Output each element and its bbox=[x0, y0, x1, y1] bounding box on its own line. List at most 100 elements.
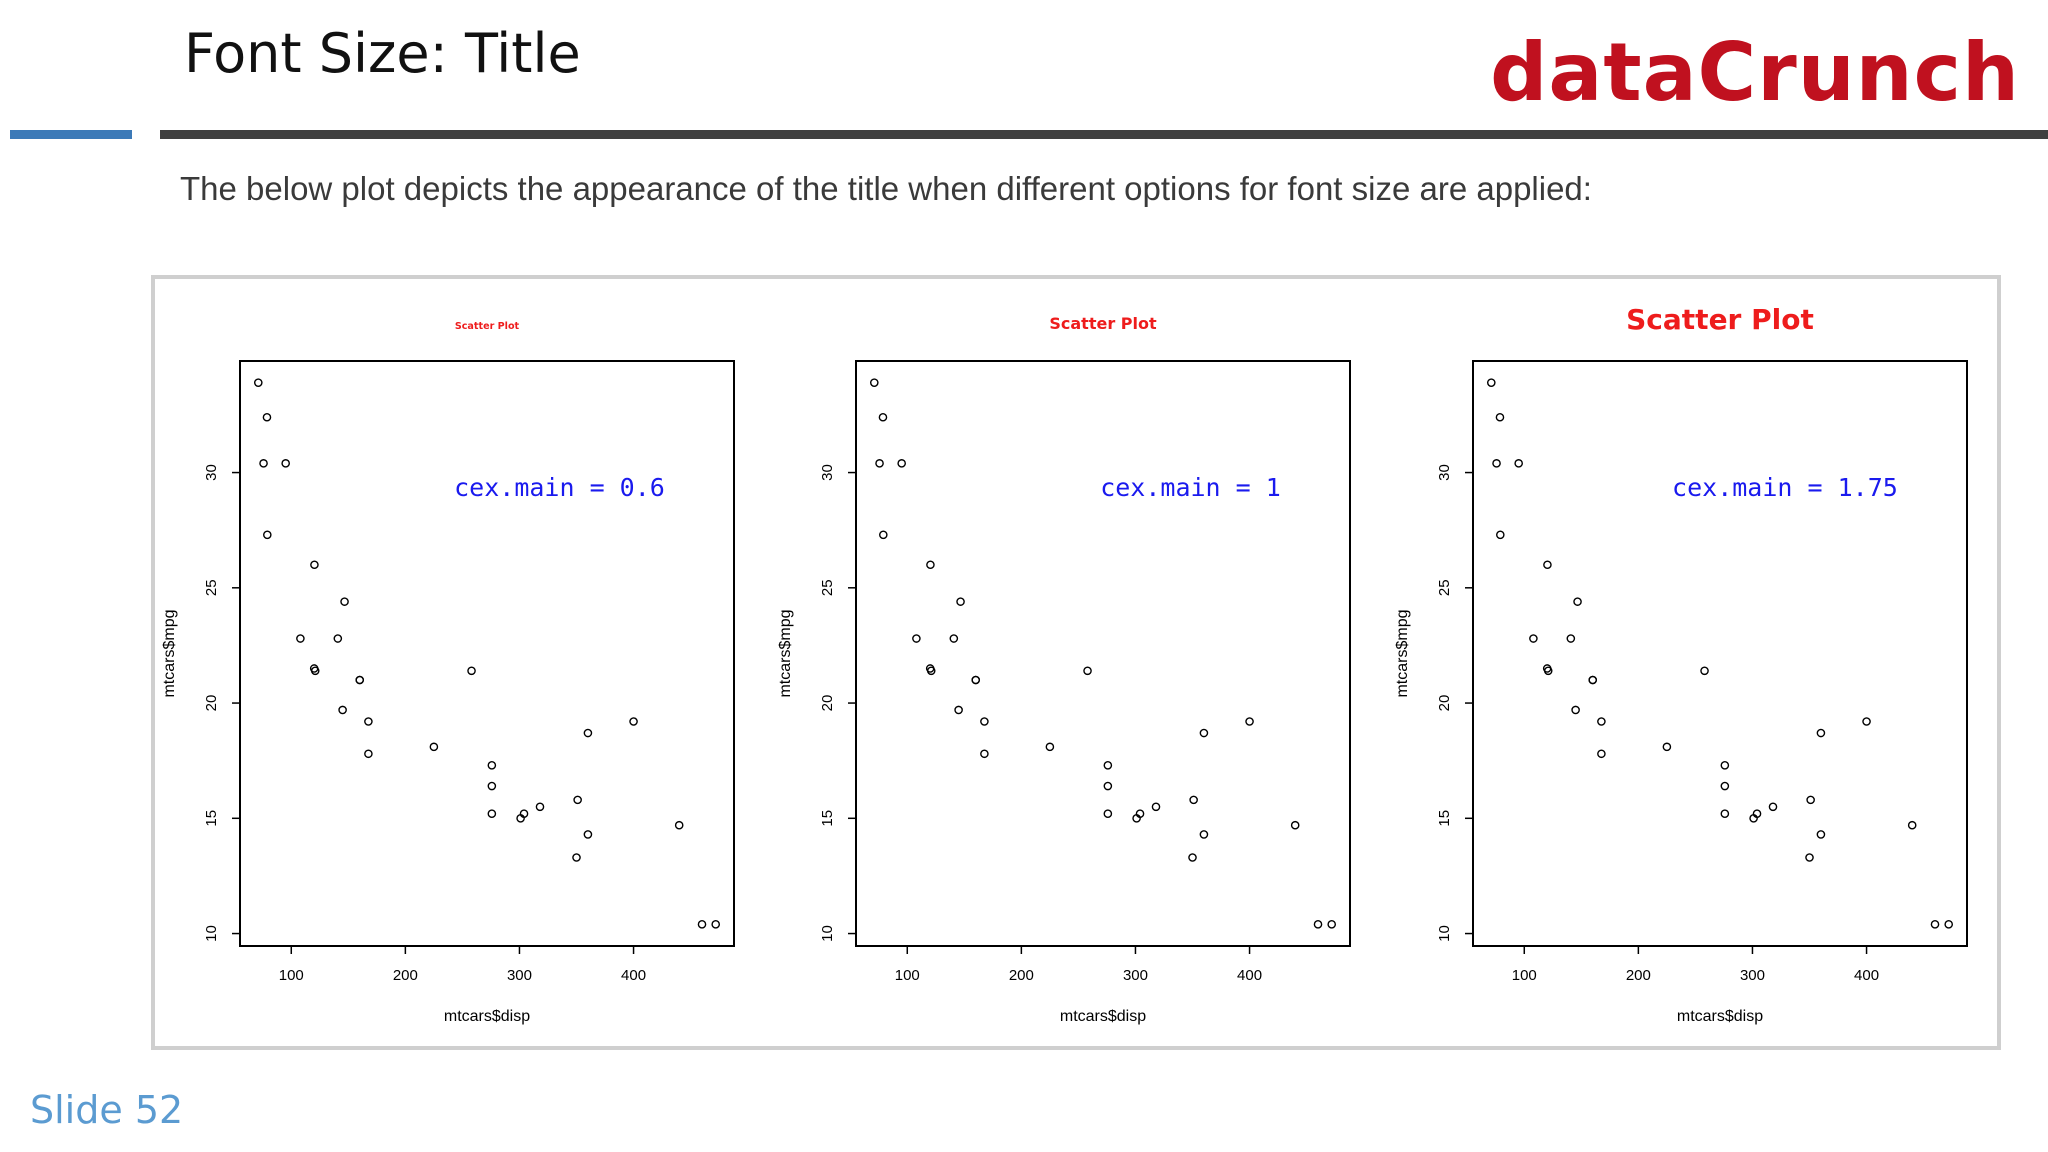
cex-annotation: cex.main = 1 bbox=[1100, 473, 1281, 502]
x-tick-label: 100 bbox=[895, 967, 920, 984]
data-point bbox=[1132, 814, 1141, 823]
data-point bbox=[1907, 820, 1917, 830]
cex-annotation: cex.main = 1.75 bbox=[1672, 473, 1898, 502]
scatter-plot-panel: Scatter Plot cex.main = 1 100 200 300 400 10 15… bbox=[777, 314, 1351, 1025]
data-point bbox=[875, 459, 884, 468]
data-point bbox=[1496, 530, 1505, 540]
data-point bbox=[281, 459, 290, 468]
x-tick-label: 100 bbox=[1512, 967, 1537, 984]
data-point bbox=[878, 412, 888, 422]
x-tick-label: 300 bbox=[507, 967, 532, 984]
data-point bbox=[1189, 795, 1198, 805]
data-point bbox=[310, 560, 319, 570]
data-point bbox=[296, 634, 305, 643]
data-point bbox=[1045, 742, 1055, 752]
data-point bbox=[879, 530, 888, 540]
data-point bbox=[338, 705, 347, 715]
data-point bbox=[1720, 760, 1730, 770]
data-point bbox=[310, 666, 320, 676]
data-point bbox=[1597, 717, 1606, 726]
y-tick-label: 30 bbox=[1436, 464, 1453, 481]
x-tick-label: 200 bbox=[1626, 967, 1651, 984]
data-point bbox=[1768, 802, 1778, 812]
scatter-plot-figure: Scatter Plot cex.main = 0.6 100 200 300 400 10… bbox=[151, 275, 2001, 1050]
data-point bbox=[364, 749, 373, 759]
data-point bbox=[956, 597, 965, 606]
data-point bbox=[1083, 666, 1092, 676]
data-point bbox=[1662, 742, 1672, 752]
data-point bbox=[926, 666, 936, 676]
data-point bbox=[1588, 675, 1598, 685]
datacrunch-logo: dataCrunch bbox=[1490, 26, 2020, 119]
header-rule bbox=[160, 130, 2048, 139]
x-tick-label: 400 bbox=[1237, 967, 1262, 984]
data-point bbox=[1543, 666, 1553, 676]
y-tick-label: 10 bbox=[819, 925, 836, 942]
data-point bbox=[869, 378, 879, 387]
data-point bbox=[1806, 795, 1815, 805]
intro-text: The below plot depicts the appearance of… bbox=[180, 170, 1592, 207]
accent-rule bbox=[10, 130, 132, 139]
data-point bbox=[1597, 749, 1606, 759]
plot-box bbox=[239, 360, 735, 947]
data-point bbox=[1103, 760, 1113, 770]
y-axis-label: mtcars$mpg bbox=[777, 609, 794, 697]
plot-title: Scatter Plot bbox=[1049, 314, 1157, 333]
y-axis-label: mtcars$mpg bbox=[1394, 609, 1411, 697]
x-tick-label: 300 bbox=[1123, 967, 1148, 984]
y-tick-label: 20 bbox=[203, 695, 220, 712]
data-point bbox=[1199, 830, 1209, 839]
data-point bbox=[1571, 705, 1580, 715]
plot-title: Scatter Plot bbox=[455, 321, 520, 332]
data-point bbox=[1543, 560, 1552, 570]
data-point bbox=[1720, 809, 1730, 818]
data-point bbox=[262, 412, 272, 422]
y-tick-label: 20 bbox=[1436, 695, 1453, 712]
slide-title: Font Size: Title bbox=[184, 22, 581, 85]
data-point bbox=[1245, 717, 1254, 726]
data-point bbox=[333, 634, 343, 643]
scatter-plot-panel: Scatter Plot cex.main = 1.75 100 200 300 400 1… bbox=[1394, 303, 1968, 1025]
data-point bbox=[1816, 728, 1826, 738]
y-tick-label: 20 bbox=[819, 695, 836, 712]
y-tick-label: 10 bbox=[1436, 925, 1453, 942]
plot-box bbox=[855, 360, 1351, 947]
data-point bbox=[674, 820, 684, 830]
data-point bbox=[467, 666, 476, 676]
x-tick-label: 300 bbox=[1740, 967, 1765, 984]
data-point bbox=[583, 728, 593, 738]
data-point bbox=[1514, 459, 1523, 468]
data-point bbox=[572, 853, 581, 862]
y-tick-label: 15 bbox=[1436, 810, 1453, 827]
data-point bbox=[1313, 920, 1323, 929]
data-point bbox=[1199, 728, 1209, 738]
data-point bbox=[1103, 809, 1113, 818]
data-point bbox=[487, 809, 497, 818]
x-tick-label: 400 bbox=[621, 967, 646, 984]
data-point bbox=[263, 530, 272, 540]
data-point bbox=[971, 675, 981, 685]
data-point bbox=[535, 802, 545, 812]
data-point bbox=[1573, 597, 1582, 606]
data-point bbox=[926, 560, 935, 570]
data-point bbox=[1529, 634, 1538, 643]
data-point bbox=[1103, 781, 1113, 791]
y-tick-label: 15 bbox=[203, 810, 220, 827]
data-point bbox=[364, 717, 373, 726]
data-point bbox=[980, 717, 989, 726]
data-point bbox=[629, 717, 638, 726]
x-axis-label: mtcars$disp bbox=[1677, 1008, 1763, 1025]
data-point bbox=[897, 459, 906, 468]
data-point bbox=[355, 675, 365, 685]
x-axis-label: mtcars$disp bbox=[1060, 1008, 1146, 1025]
y-tick-label: 25 bbox=[203, 579, 220, 596]
y-tick-label: 30 bbox=[819, 464, 836, 481]
data-point bbox=[1495, 412, 1505, 422]
data-point bbox=[949, 634, 959, 643]
data-point bbox=[697, 920, 707, 929]
data-point bbox=[429, 742, 439, 752]
data-point bbox=[253, 378, 263, 387]
y-tick-label: 15 bbox=[819, 810, 836, 827]
x-tick-label: 200 bbox=[393, 967, 418, 984]
data-point bbox=[1290, 820, 1300, 830]
